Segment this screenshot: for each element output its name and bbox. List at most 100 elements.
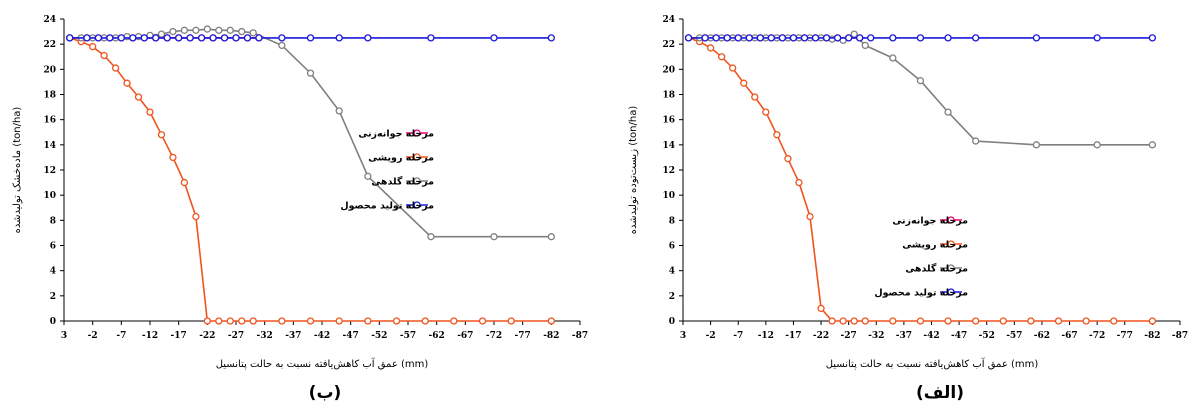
panel-label: (الف) bbox=[916, 383, 964, 403]
x-tick-label: -7 bbox=[116, 331, 126, 341]
data-point bbox=[751, 93, 759, 101]
series-line bbox=[69, 37, 552, 322]
data-point bbox=[203, 25, 211, 33]
data-point bbox=[220, 34, 229, 42]
y-tick-label: 12 bbox=[43, 166, 56, 176]
data-point bbox=[867, 34, 875, 42]
x-axis-title: عمق آب کاهش‌یافته نسبت به حالت پتانسیل (… bbox=[216, 357, 429, 370]
legend-swatch-marker bbox=[413, 201, 421, 209]
data-point bbox=[723, 34, 731, 42]
data-point bbox=[306, 34, 315, 42]
data-point bbox=[100, 51, 108, 60]
series-line bbox=[69, 28, 552, 238]
data-point bbox=[226, 317, 234, 325]
data-point bbox=[1093, 141, 1101, 149]
legend-swatch-marker bbox=[947, 264, 955, 272]
data-point bbox=[839, 317, 847, 325]
legend-entry: مرحله تولید محصول bbox=[340, 201, 434, 212]
y-tick-label: 14 bbox=[43, 141, 56, 151]
data-point bbox=[507, 317, 515, 325]
y-tick-label: 6 bbox=[50, 242, 56, 252]
data-point bbox=[421, 317, 429, 325]
x-tick-label: -27 bbox=[228, 331, 244, 341]
legend-swatch-marker bbox=[947, 216, 955, 224]
data-point bbox=[944, 108, 952, 116]
data-point bbox=[278, 34, 286, 42]
y-tick-label: 16 bbox=[43, 116, 56, 126]
data-point bbox=[169, 153, 177, 162]
y-tick-label: 2 bbox=[50, 292, 56, 302]
y-tick-label: 22 bbox=[662, 40, 675, 50]
data-point bbox=[364, 34, 372, 42]
series-3 bbox=[66, 34, 555, 42]
x-tick-label: -2 bbox=[88, 331, 98, 341]
data-point bbox=[811, 34, 820, 42]
data-point bbox=[192, 212, 200, 221]
y-tick-label: 10 bbox=[43, 191, 56, 201]
data-point bbox=[478, 317, 487, 325]
data-point bbox=[392, 317, 401, 325]
x-tick-label: -72 bbox=[486, 331, 502, 341]
data-point bbox=[129, 34, 137, 42]
data-point bbox=[762, 108, 770, 116]
y-tick-label: 6 bbox=[669, 242, 675, 252]
data-point bbox=[740, 79, 748, 87]
data-point bbox=[364, 172, 372, 180]
data-point bbox=[729, 64, 737, 72]
data-point bbox=[186, 34, 194, 42]
x-tick-label: 3 bbox=[680, 331, 686, 341]
data-point bbox=[106, 34, 114, 42]
data-point bbox=[845, 34, 853, 42]
x-tick-label: -87 bbox=[1172, 331, 1188, 341]
legend-swatch-marker bbox=[947, 288, 955, 296]
y-tick-label: 0 bbox=[50, 317, 56, 327]
x-tick-label: -2 bbox=[706, 331, 716, 341]
data-point bbox=[152, 34, 160, 42]
data-point bbox=[795, 178, 803, 187]
legend-entry: مرحله گلدهی bbox=[371, 176, 434, 188]
x-tick-label: -37 bbox=[896, 331, 912, 341]
x-tick-label: -77 bbox=[515, 331, 531, 341]
y-tick-label: 14 bbox=[662, 141, 675, 151]
data-point bbox=[238, 317, 246, 325]
data-point bbox=[861, 41, 869, 50]
data-point bbox=[767, 34, 776, 42]
y-tick-label: 8 bbox=[669, 216, 675, 226]
data-point bbox=[306, 317, 315, 325]
data-point bbox=[232, 34, 240, 42]
data-point bbox=[1032, 34, 1041, 42]
data-point bbox=[756, 34, 764, 42]
data-point bbox=[972, 34, 980, 42]
data-point bbox=[999, 317, 1007, 325]
data-point bbox=[944, 317, 952, 325]
x-tick-label: -22 bbox=[813, 331, 829, 341]
data-point bbox=[701, 34, 709, 42]
x-tick-label: -87 bbox=[572, 331, 588, 341]
data-point bbox=[249, 317, 257, 325]
data-point bbox=[490, 233, 498, 241]
x-tick-label: -47 bbox=[343, 331, 359, 341]
data-point bbox=[243, 34, 252, 42]
data-point bbox=[192, 26, 200, 34]
y-tick-label: 22 bbox=[43, 40, 56, 50]
y-tick-label: 18 bbox=[43, 91, 56, 101]
x-tick-label: -52 bbox=[371, 331, 387, 341]
x-tick-label: -57 bbox=[400, 331, 416, 341]
data-point bbox=[1148, 34, 1157, 42]
data-point bbox=[255, 34, 263, 42]
series-line bbox=[688, 33, 1153, 146]
data-point bbox=[972, 317, 980, 325]
data-point bbox=[123, 32, 131, 41]
y-tick-label: 18 bbox=[662, 91, 675, 101]
x-tick-label: -42 bbox=[314, 331, 330, 341]
data-point bbox=[789, 34, 798, 42]
data-point bbox=[134, 93, 143, 101]
data-point bbox=[850, 317, 858, 325]
data-point bbox=[335, 107, 343, 115]
data-point bbox=[706, 44, 715, 52]
data-point bbox=[66, 34, 74, 42]
data-point bbox=[1110, 317, 1118, 325]
data-point bbox=[306, 69, 315, 77]
